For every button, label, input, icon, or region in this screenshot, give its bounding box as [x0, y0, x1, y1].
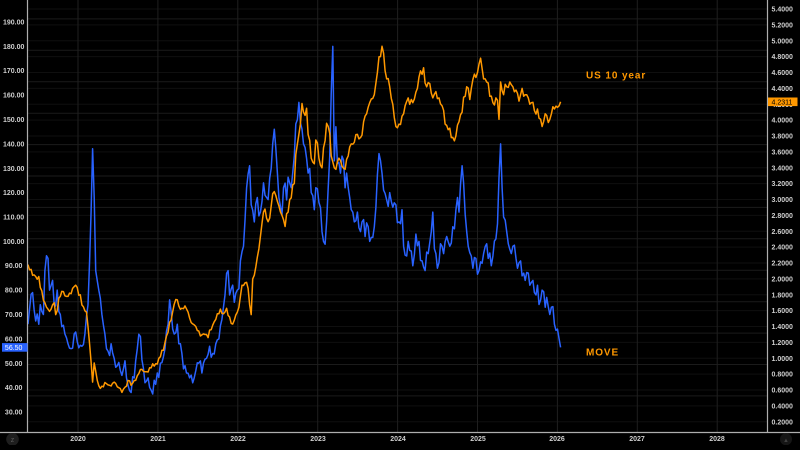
svg-text:80.00: 80.00 [5, 288, 23, 295]
svg-text:0.8000: 0.8000 [772, 372, 794, 379]
svg-text:0.4000: 0.4000 [772, 403, 794, 410]
svg-text:3.8000: 3.8000 [772, 134, 794, 141]
svg-text:120.00: 120.00 [3, 190, 25, 197]
svg-text:0.2000: 0.2000 [772, 419, 794, 426]
svg-text:1.8000: 1.8000 [772, 292, 794, 299]
svg-text:4.8000: 4.8000 [772, 54, 794, 61]
svg-text:3.2000: 3.2000 [772, 181, 794, 188]
svg-text:30.00: 30.00 [5, 410, 23, 417]
svg-text:40.00: 40.00 [5, 385, 23, 392]
svg-text:170.00: 170.00 [3, 68, 25, 75]
svg-text:100.00: 100.00 [3, 239, 25, 246]
svg-text:60.00: 60.00 [5, 336, 23, 343]
svg-text:2.4000: 2.4000 [772, 245, 794, 252]
svg-text:4.6000: 4.6000 [772, 70, 794, 77]
svg-text:150.00: 150.00 [3, 117, 25, 124]
svg-text:2.8000: 2.8000 [772, 213, 794, 220]
svg-text:2028: 2028 [709, 436, 725, 443]
svg-text:MOVE: MOVE [586, 348, 619, 359]
svg-text:5.4000: 5.4000 [772, 7, 794, 14]
svg-text:190.00: 190.00 [3, 20, 25, 27]
svg-text:2022: 2022 [230, 436, 246, 443]
svg-text:2020: 2020 [70, 436, 86, 443]
svg-text:180.00: 180.00 [3, 44, 25, 51]
svg-text:160.00: 160.00 [3, 93, 25, 100]
svg-text:140.00: 140.00 [3, 141, 25, 148]
svg-text:5.2000: 5.2000 [772, 22, 794, 29]
svg-text:70.00: 70.00 [5, 312, 23, 319]
svg-text:50.00: 50.00 [5, 361, 23, 368]
svg-text:1.0000: 1.0000 [772, 356, 794, 363]
svg-text:2026: 2026 [549, 436, 565, 443]
svg-text:130.00: 130.00 [3, 166, 25, 173]
svg-text:2024: 2024 [390, 436, 406, 443]
svg-text:2021: 2021 [150, 436, 166, 443]
svg-text:56.50: 56.50 [5, 345, 23, 352]
svg-text:z: z [11, 437, 15, 444]
svg-text:1.4000: 1.4000 [772, 324, 794, 331]
svg-text:2025: 2025 [470, 436, 486, 443]
svg-text:▲: ▲ [783, 438, 789, 444]
svg-text:110.00: 110.00 [3, 215, 24, 222]
svg-text:US 10 year: US 10 year [586, 71, 646, 82]
svg-text:4.4000: 4.4000 [772, 86, 794, 93]
svg-text:4.2311: 4.2311 [772, 99, 793, 106]
svg-text:2.2000: 2.2000 [772, 261, 794, 268]
svg-text:1.2000: 1.2000 [772, 340, 794, 347]
svg-text:4.0000: 4.0000 [772, 118, 794, 125]
svg-text:3.4000: 3.4000 [772, 165, 794, 172]
svg-text:2.6000: 2.6000 [772, 229, 794, 236]
svg-text:2.0000: 2.0000 [772, 276, 794, 283]
svg-text:2023: 2023 [310, 436, 326, 443]
svg-text:5.0000: 5.0000 [772, 38, 794, 45]
svg-text:90.00: 90.00 [5, 263, 23, 270]
svg-text:3.6000: 3.6000 [772, 149, 794, 156]
svg-text:0.6000: 0.6000 [772, 388, 794, 395]
svg-text:1.6000: 1.6000 [772, 308, 794, 315]
svg-text:3.0000: 3.0000 [772, 197, 794, 204]
svg-text:2027: 2027 [629, 436, 645, 443]
